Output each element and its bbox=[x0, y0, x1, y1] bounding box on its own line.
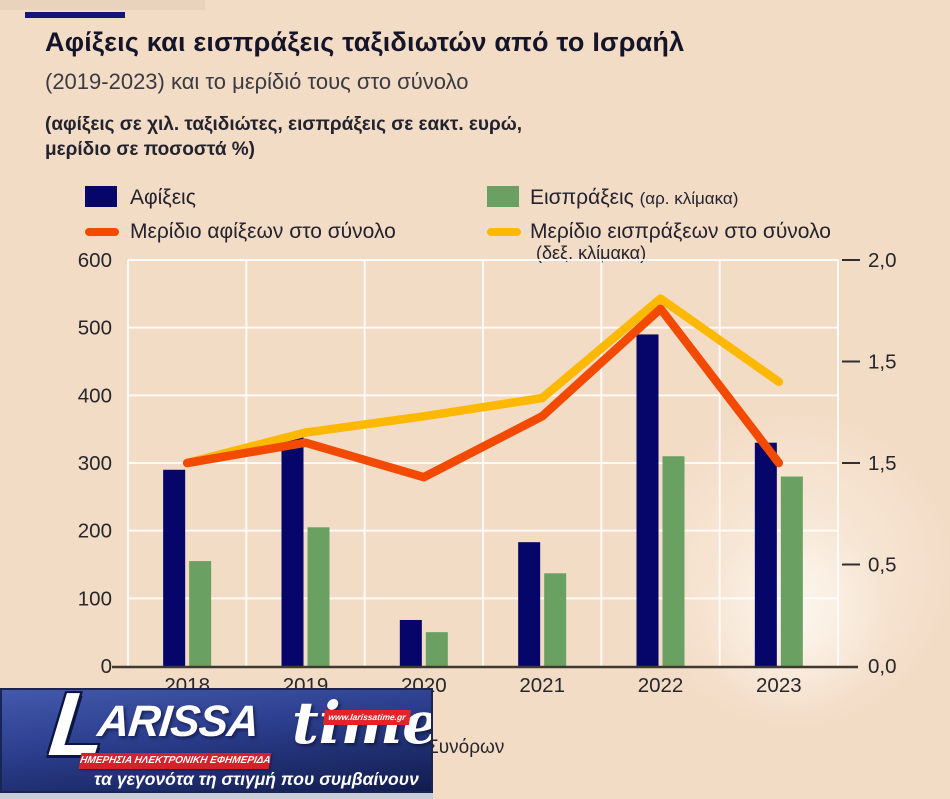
legend-swatch-receipts-share bbox=[487, 228, 521, 236]
legend-label-arrivals-share: Μερίδιο αφίξεων στο σύνολο bbox=[130, 220, 396, 243]
legend-swatch-receipts bbox=[487, 186, 519, 207]
left-axis-label: 500 bbox=[78, 317, 112, 340]
source-note: Συνόρων bbox=[427, 737, 505, 758]
bar-arrivals bbox=[636, 334, 659, 666]
left-axis-label: 200 bbox=[78, 520, 112, 543]
page-subtitle: (2019-2023) και το μερίδιό τους στο σύνο… bbox=[45, 69, 469, 94]
legend-label-arrivals: Αφίξεις bbox=[130, 186, 196, 209]
bar-arrivals bbox=[518, 542, 541, 666]
right-axis-label: 0,5 bbox=[868, 554, 897, 577]
top-shade-decoration bbox=[0, 0, 205, 10]
x-axis-label: 2022 bbox=[638, 674, 684, 697]
right-axis-label: 1,5 bbox=[868, 351, 897, 374]
bar-receipts bbox=[780, 476, 803, 666]
bar-receipts bbox=[544, 573, 567, 666]
logo-wordmark: ARISSA bbox=[95, 697, 261, 746]
bar-arrivals bbox=[281, 435, 304, 666]
x-axis-label: 2021 bbox=[519, 674, 565, 697]
page-title: Αφίξεις και εισπράξεις ταξιδιωτών από το… bbox=[45, 27, 685, 57]
left-axis-label: 400 bbox=[78, 384, 112, 407]
legend-swatch-arrivals-share bbox=[85, 228, 119, 236]
legend-sublabel-right-scale: (δεξ. κλίμακα) bbox=[536, 243, 647, 263]
bar-receipts bbox=[425, 632, 448, 666]
units-note-line2: μερίδιο σε ποσοστά %) bbox=[45, 139, 256, 160]
left-axis-label: 100 bbox=[78, 587, 112, 610]
accent-bar bbox=[25, 12, 125, 18]
bar-receipts bbox=[307, 527, 330, 666]
legend-label-receipts: Εισπράξεις (αρ. κλίμακα) bbox=[530, 186, 739, 209]
legend-paren-receipts: (αρ. κλίμακα) bbox=[639, 189, 739, 208]
bar-arrivals bbox=[163, 469, 186, 666]
left-axis-label: 0 bbox=[101, 655, 112, 678]
larissatime-logo: L ARISSA time www.larissatime.gr ΗΜΕΡΗΣΙ… bbox=[0, 688, 433, 793]
bar-receipts bbox=[189, 561, 212, 666]
line-receipts-share bbox=[182, 294, 784, 468]
x-axis-label: 2023 bbox=[756, 674, 802, 697]
logo-url-badge: www.larissatime.gr bbox=[322, 710, 412, 725]
right-axis-label: 1,5 bbox=[868, 452, 897, 475]
bar-receipts bbox=[662, 456, 685, 666]
logo-banner: ΗΜΕΡΗΣΙΑ ΗΛΕΚΤΡΟΝΙΚΗ ΕΦΗΜΕΡΙΔΑ bbox=[78, 753, 272, 769]
right-axis-label: 2,0 bbox=[868, 249, 897, 272]
right-axis-label: 0,0 bbox=[868, 655, 897, 678]
units-note-line1: (αφίξεις σε χιλ. ταξιδιώτες, εισπράξεις … bbox=[45, 114, 523, 135]
logo-tagline: τα γεγονότα τη στιγμή που συμβαίνουν bbox=[94, 769, 419, 789]
legend-label-receipts-share: Μερίδιο εισπράξεων στο σύνολο bbox=[530, 220, 831, 243]
logo-bottom-strip bbox=[0, 793, 433, 799]
units-note: (αφίξεις σε χιλ. ταξιδιώτες, εισπράξεις … bbox=[45, 112, 522, 162]
left-axis-label: 300 bbox=[78, 452, 112, 475]
bar-arrivals bbox=[399, 619, 422, 666]
left-axis-label: 600 bbox=[78, 249, 112, 272]
bar-arrivals bbox=[754, 442, 777, 666]
line-arrivals-share bbox=[182, 304, 784, 482]
legend-swatch-arrivals bbox=[85, 186, 117, 207]
